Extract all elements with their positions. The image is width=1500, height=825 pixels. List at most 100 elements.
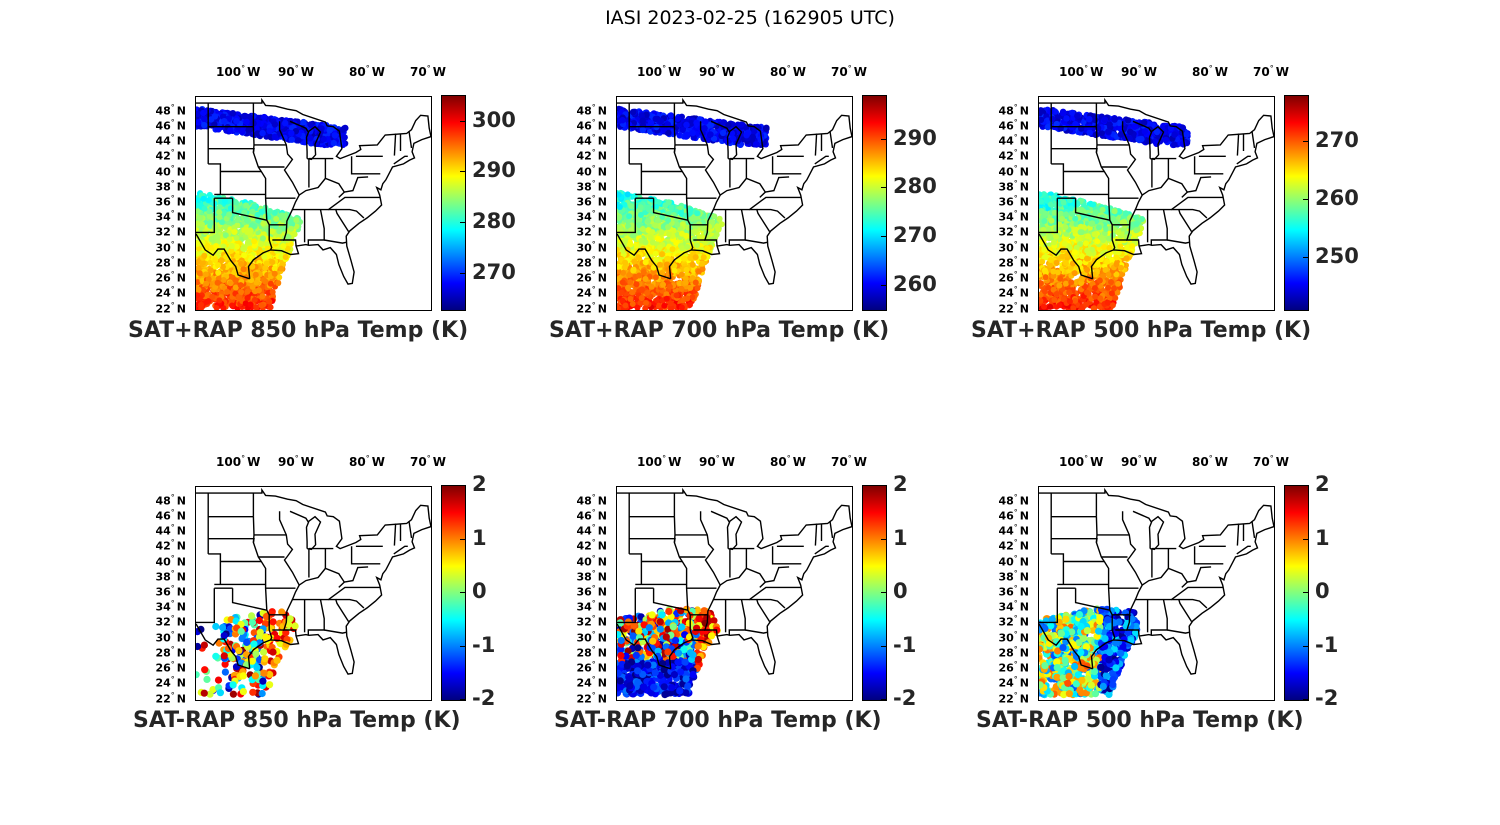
degree-symbol: ° bbox=[591, 178, 596, 188]
data-point bbox=[288, 130, 295, 137]
data-point bbox=[269, 228, 276, 235]
data-point bbox=[660, 281, 666, 288]
map-svg bbox=[196, 97, 431, 310]
degree-symbol: ° bbox=[591, 239, 596, 249]
data-point bbox=[241, 112, 249, 120]
data-point bbox=[652, 274, 659, 281]
lat-tick-value: 42 bbox=[576, 149, 592, 163]
data-point bbox=[720, 119, 727, 126]
data-point bbox=[284, 245, 291, 252]
boundary-line bbox=[617, 97, 852, 160]
lon-tick-value: 100 bbox=[1059, 65, 1085, 79]
degree-symbol: ° bbox=[1269, 64, 1274, 73]
data-point bbox=[206, 208, 213, 215]
data-point bbox=[206, 213, 213, 220]
boundary-line bbox=[231, 198, 267, 221]
data-point bbox=[293, 217, 300, 224]
data-point bbox=[679, 230, 685, 237]
lat-tick-label: 40° N bbox=[136, 164, 186, 179]
hemisphere-label: W bbox=[300, 65, 314, 79]
boundary-line bbox=[266, 219, 273, 251]
data-point bbox=[271, 265, 278, 272]
data-point bbox=[632, 242, 639, 249]
colorbar-tick-mark bbox=[881, 236, 886, 237]
data-point bbox=[663, 261, 670, 268]
data-point bbox=[694, 210, 701, 217]
data-point bbox=[635, 254, 642, 261]
data-point bbox=[244, 288, 251, 295]
hemisphere-label: N bbox=[176, 195, 186, 209]
scatter-points bbox=[617, 105, 770, 310]
hemisphere-label: W bbox=[792, 65, 806, 79]
lat-tick-value: 48 bbox=[155, 104, 171, 118]
data-point bbox=[206, 259, 213, 266]
data-point bbox=[229, 302, 235, 309]
lat-tick-label: 28° N bbox=[557, 255, 607, 270]
lat-tick-value: 38 bbox=[576, 180, 592, 194]
boundary-line bbox=[298, 177, 346, 198]
hemisphere-label: W bbox=[721, 65, 735, 79]
hemisphere-label: W bbox=[247, 65, 261, 79]
data-point bbox=[232, 277, 239, 284]
data-point bbox=[261, 113, 268, 121]
data-point bbox=[634, 304, 641, 310]
data-point bbox=[271, 133, 279, 141]
data-point bbox=[251, 203, 258, 210]
data-point bbox=[253, 279, 260, 286]
data-point bbox=[249, 208, 256, 215]
data-point bbox=[617, 285, 622, 292]
boundary-line bbox=[196, 97, 431, 160]
data-point bbox=[630, 267, 637, 274]
hemisphere-label: W bbox=[1143, 65, 1157, 79]
lat-tick-label: 38° N bbox=[136, 179, 186, 194]
lat-tick-label: 38° N bbox=[557, 179, 607, 194]
data-point bbox=[627, 296, 634, 302]
lon-tick-label: 100° W bbox=[1059, 64, 1103, 79]
data-point bbox=[678, 304, 685, 310]
data-point bbox=[636, 272, 643, 279]
data-point bbox=[617, 305, 621, 310]
data-point bbox=[683, 266, 690, 273]
data-point bbox=[320, 135, 327, 143]
data-point bbox=[278, 254, 285, 260]
data-point bbox=[238, 289, 245, 295]
data-point bbox=[707, 131, 714, 138]
figure-title: IASI 2023-02-25 (162905 UTC) bbox=[605, 7, 895, 29]
data-point bbox=[652, 115, 659, 123]
lat-tick-value: 46 bbox=[155, 119, 171, 133]
boundary-line bbox=[629, 148, 676, 153]
colorbar-tick-label: 280 bbox=[893, 174, 937, 199]
colorbar-tick-mark bbox=[460, 222, 465, 224]
data-point bbox=[674, 221, 681, 228]
data-point bbox=[619, 297, 626, 304]
lon-tick-value: 90 bbox=[278, 65, 295, 79]
data-point bbox=[684, 295, 691, 302]
data-point bbox=[253, 304, 260, 310]
lon-tick-label: 90° W bbox=[699, 64, 735, 79]
boundary-line bbox=[726, 125, 743, 161]
degree-symbol: ° bbox=[591, 133, 596, 143]
map-frame bbox=[616, 96, 853, 311]
data-point bbox=[233, 243, 240, 250]
data-point bbox=[331, 132, 339, 139]
data-point bbox=[211, 113, 219, 120]
data-point bbox=[691, 228, 698, 235]
data-point bbox=[196, 270, 203, 277]
degree-symbol: ° bbox=[365, 64, 370, 73]
data-point bbox=[220, 263, 226, 270]
data-point bbox=[655, 199, 662, 206]
data-point bbox=[628, 203, 635, 210]
data-point bbox=[725, 121, 732, 129]
colorbar bbox=[862, 95, 887, 311]
data-point bbox=[659, 270, 665, 277]
degree-symbol: ° bbox=[715, 64, 720, 73]
data-point bbox=[713, 231, 720, 238]
data-point bbox=[621, 264, 628, 271]
data-point bbox=[694, 242, 700, 249]
data-point bbox=[729, 135, 737, 142]
data-point bbox=[711, 213, 718, 220]
data-point bbox=[241, 246, 248, 253]
degree-symbol: ° bbox=[662, 64, 667, 73]
hemisphere-label: N bbox=[597, 180, 607, 194]
hemisphere-label: N bbox=[597, 165, 607, 179]
